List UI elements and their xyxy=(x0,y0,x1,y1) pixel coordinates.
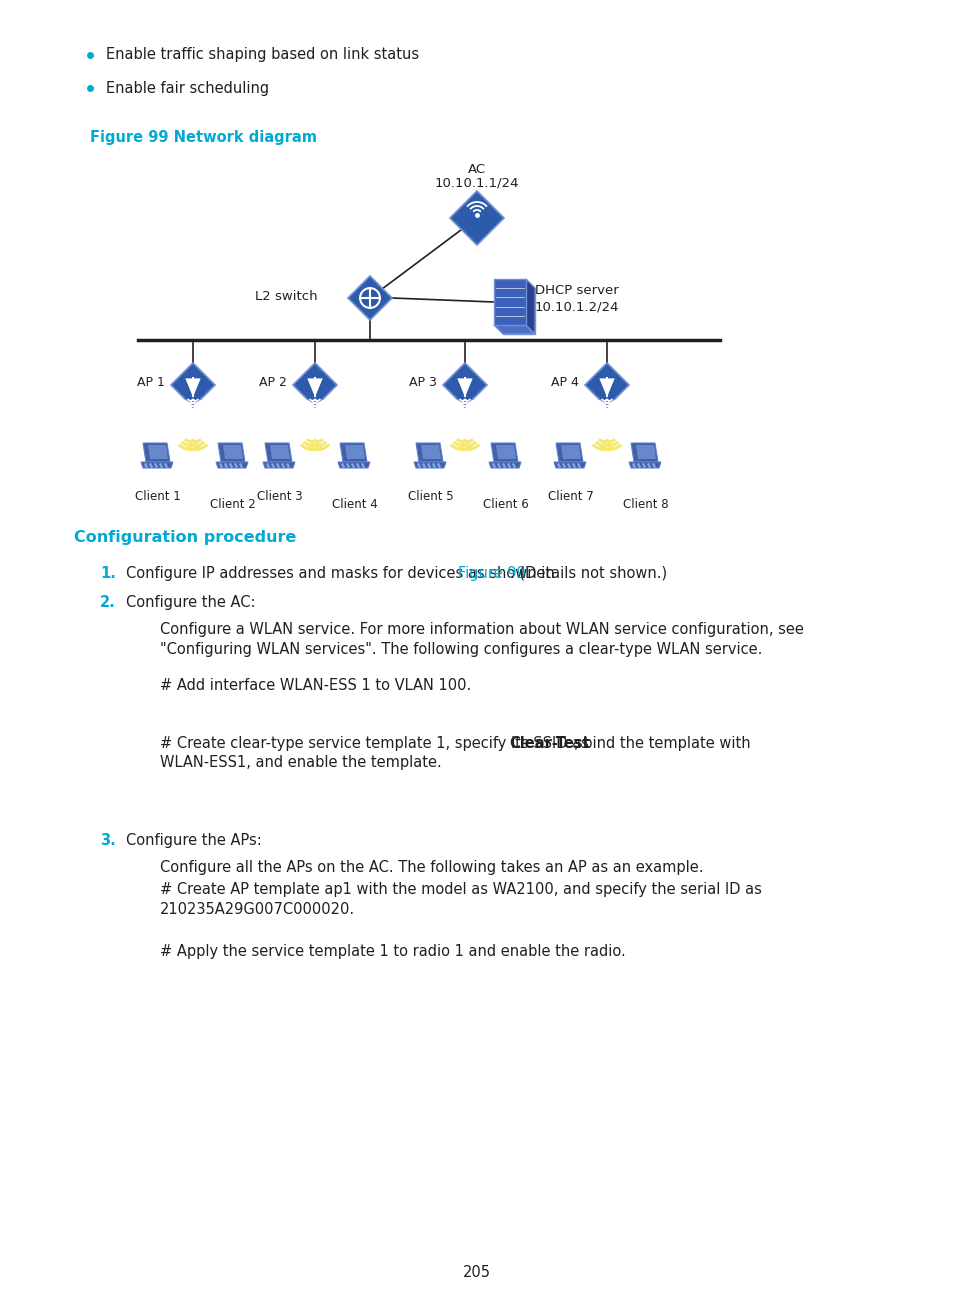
Polygon shape xyxy=(185,378,200,397)
Text: AP 4: AP 4 xyxy=(551,376,578,389)
Text: 2.: 2. xyxy=(100,595,115,610)
Text: Enable traffic shaping based on link status: Enable traffic shaping based on link sta… xyxy=(106,48,418,62)
Text: 205: 205 xyxy=(462,1265,491,1280)
Polygon shape xyxy=(494,279,525,325)
Polygon shape xyxy=(630,443,658,461)
Polygon shape xyxy=(584,363,628,407)
Text: Client 1: Client 1 xyxy=(135,490,181,503)
Text: WLAN-ESS1, and enable the template.: WLAN-ESS1, and enable the template. xyxy=(160,756,441,770)
Polygon shape xyxy=(348,276,392,320)
Polygon shape xyxy=(556,443,582,461)
Text: Configure the AC:: Configure the AC: xyxy=(126,595,255,610)
Text: Configure a WLAN service. For more information about WLAN service configuration,: Configure a WLAN service. For more infor… xyxy=(160,622,803,657)
Polygon shape xyxy=(215,461,248,468)
Text: 1.: 1. xyxy=(100,566,115,581)
Text: Client 5: Client 5 xyxy=(408,490,454,503)
Polygon shape xyxy=(293,363,336,407)
Text: Clear-Test: Clear-Test xyxy=(509,736,589,750)
Text: L2 switch: L2 switch xyxy=(255,289,317,302)
Text: Client 2: Client 2 xyxy=(210,498,255,511)
Text: # Add interface WLAN-ESS 1 to VLAN 100.: # Add interface WLAN-ESS 1 to VLAN 100. xyxy=(160,678,471,693)
Text: Figure 99 Network diagram: Figure 99 Network diagram xyxy=(90,130,316,145)
Polygon shape xyxy=(420,445,440,459)
Polygon shape xyxy=(270,445,290,459)
Text: # Create AP template ap1 with the model as WA2100, and specify the serial ID as
: # Create AP template ap1 with the model … xyxy=(160,883,761,918)
Polygon shape xyxy=(263,461,294,468)
Text: Client 6: Client 6 xyxy=(482,498,528,511)
Polygon shape xyxy=(141,461,172,468)
Polygon shape xyxy=(628,461,660,468)
Text: Configure IP addresses and masks for devices as shown in: Configure IP addresses and masks for dev… xyxy=(126,566,558,581)
Text: Client 4: Client 4 xyxy=(332,498,377,511)
Polygon shape xyxy=(491,443,517,461)
Text: DHCP server: DHCP server xyxy=(535,284,618,297)
Text: Client 3: Client 3 xyxy=(257,490,302,503)
Polygon shape xyxy=(171,363,214,407)
Polygon shape xyxy=(265,443,292,461)
Polygon shape xyxy=(223,445,243,459)
Polygon shape xyxy=(502,288,535,334)
Text: Enable fair scheduling: Enable fair scheduling xyxy=(106,80,269,96)
Text: 10.10.1.1/24: 10.10.1.1/24 xyxy=(435,178,518,191)
Text: # Create clear-type service template 1, specify its SSID as: # Create clear-type service template 1, … xyxy=(160,736,593,750)
Text: . (Details not shown.): . (Details not shown.) xyxy=(510,566,666,581)
Text: Client 7: Client 7 xyxy=(548,490,594,503)
Polygon shape xyxy=(416,443,442,461)
Polygon shape xyxy=(525,279,535,334)
Polygon shape xyxy=(450,191,503,245)
Polygon shape xyxy=(337,461,370,468)
Text: Figure 99: Figure 99 xyxy=(457,566,525,581)
Text: , bind the template with: , bind the template with xyxy=(574,736,750,750)
Text: AC: AC xyxy=(468,163,485,176)
Text: Configuration procedure: Configuration procedure xyxy=(74,530,296,546)
Text: Configure all the APs on the AC. The following takes an AP as an example.: Configure all the APs on the AC. The fol… xyxy=(160,861,702,875)
Polygon shape xyxy=(414,461,446,468)
Text: AP 2: AP 2 xyxy=(259,376,287,389)
Polygon shape xyxy=(598,378,614,397)
Text: AP 3: AP 3 xyxy=(409,376,436,389)
Polygon shape xyxy=(489,461,520,468)
Polygon shape xyxy=(494,325,535,334)
Polygon shape xyxy=(307,378,322,397)
Polygon shape xyxy=(636,445,656,459)
Text: # Apply the service template 1 to radio 1 and enable the radio.: # Apply the service template 1 to radio … xyxy=(160,943,625,959)
Polygon shape xyxy=(345,445,365,459)
Polygon shape xyxy=(456,378,472,397)
Polygon shape xyxy=(218,443,245,461)
Text: Configure the APs:: Configure the APs: xyxy=(126,833,261,848)
Text: AP 1: AP 1 xyxy=(137,376,165,389)
Polygon shape xyxy=(554,461,585,468)
Polygon shape xyxy=(496,445,516,459)
Text: Client 8: Client 8 xyxy=(622,498,668,511)
Polygon shape xyxy=(560,445,580,459)
Text: 10.10.1.2/24: 10.10.1.2/24 xyxy=(535,301,618,314)
Polygon shape xyxy=(148,445,168,459)
Polygon shape xyxy=(143,443,170,461)
Polygon shape xyxy=(442,363,486,407)
Text: 3.: 3. xyxy=(100,833,115,848)
Polygon shape xyxy=(339,443,367,461)
